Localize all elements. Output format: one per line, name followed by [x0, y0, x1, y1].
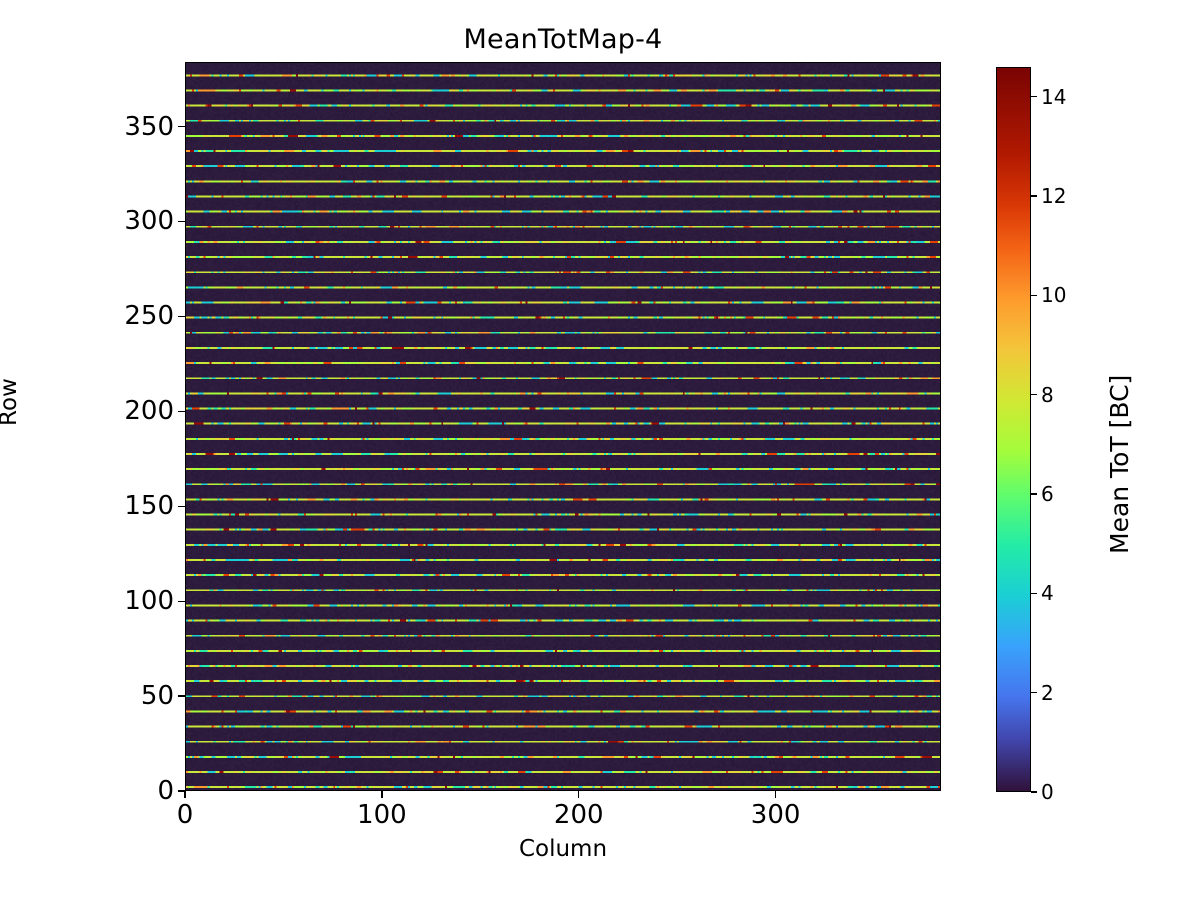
y-tick-label: 250 [124, 301, 174, 332]
colorbar-tick-label: 0 [1041, 780, 1054, 804]
colorbar[interactable] [996, 67, 1031, 792]
x-axis-label: Column [518, 836, 608, 862]
colorbar-tick-mark [1031, 394, 1037, 396]
x-tick-label: 200 [553, 800, 604, 830]
colorbar-tick-mark [1031, 294, 1037, 297]
colorbar-tick-mark [1031, 195, 1037, 197]
x-tick-label: 0 [176, 800, 194, 830]
y-tick-mark [178, 125, 185, 128]
y-tick-label: 100 [124, 586, 174, 617]
x-tick-mark [184, 791, 186, 798]
colorbar-gradient [997, 68, 1030, 791]
colorbar-tick-mark [1031, 96, 1037, 98]
y-axis-label: Row [0, 378, 22, 426]
heatmap-image [186, 63, 940, 790]
y-tick-mark [178, 790, 185, 792]
y-tick-label: 300 [124, 206, 174, 237]
colorbar-tick-label: 12 [1041, 184, 1067, 209]
colorbar-tick-mark [1031, 791, 1037, 793]
y-tick-mark [178, 600, 185, 602]
x-tick-mark [381, 791, 383, 798]
x-tick-label: 100 [357, 800, 407, 830]
colorbar-tick-label: 6 [1041, 482, 1054, 507]
colorbar-tick-mark [1031, 692, 1037, 694]
y-tick-mark [178, 505, 185, 507]
y-tick-label: 0 [157, 776, 174, 806]
colorbar-tick-label: 8 [1041, 382, 1054, 407]
colorbar-tick-mark [1031, 493, 1037, 495]
x-tick-mark [774, 791, 777, 798]
y-tick-mark [178, 410, 185, 412]
colorbar-tick-label: 4 [1041, 581, 1054, 606]
y-tick-mark [178, 315, 185, 318]
y-tick-mark [178, 695, 185, 697]
y-tick-label: 50 [140, 681, 174, 712]
y-tick-label: 150 [124, 491, 174, 522]
y-tick-label: 350 [124, 111, 174, 142]
colorbar-tick-label: 2 [1041, 680, 1054, 705]
colorbar-tick-label: 14 [1041, 84, 1067, 109]
x-tick-label: 300 [750, 800, 801, 830]
colorbar-tick-label: 10 [1041, 283, 1067, 308]
y-tick-label: 200 [124, 396, 174, 427]
heatmap-axes[interactable] [185, 62, 941, 791]
colorbar-tick-mark [1031, 592, 1037, 595]
page-title: MeanTotMap-4 [463, 24, 663, 55]
x-tick-mark [578, 791, 580, 798]
y-tick-mark [178, 220, 185, 223]
colorbar-label: Mean ToT [BC] [1105, 374, 1134, 554]
